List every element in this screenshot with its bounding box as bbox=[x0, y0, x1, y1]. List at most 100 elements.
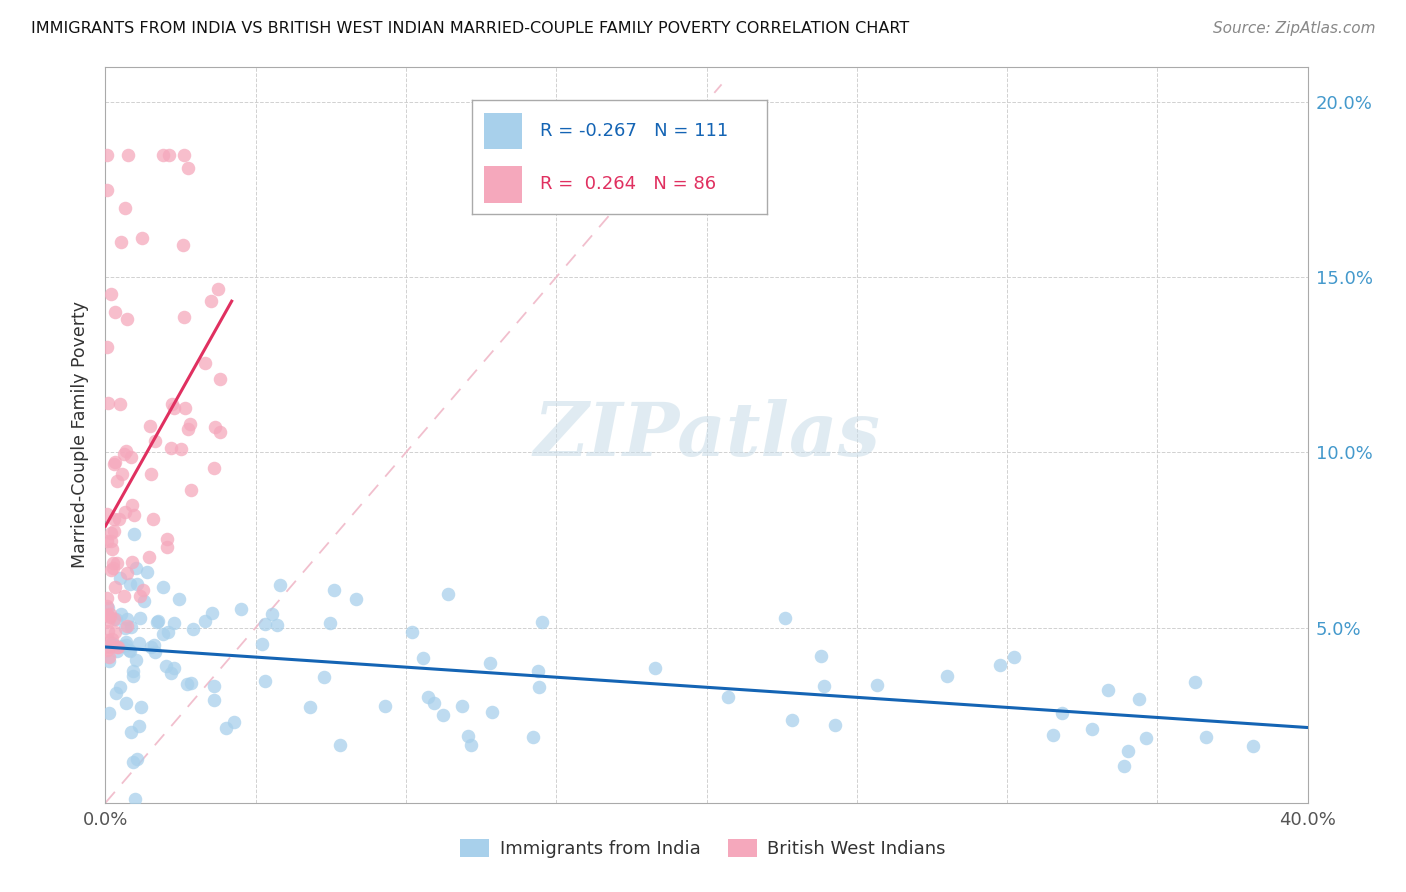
Point bbox=[97, 639, 120, 653]
Point bbox=[128, 719, 150, 733]
Point bbox=[104, 455, 127, 469]
Point bbox=[96, 608, 118, 623]
Point bbox=[115, 619, 138, 633]
Point bbox=[194, 615, 217, 629]
Point bbox=[180, 483, 202, 498]
Point bbox=[717, 690, 740, 705]
Point bbox=[181, 622, 204, 636]
Point bbox=[100, 287, 122, 301]
Point bbox=[117, 311, 139, 326]
Point bbox=[323, 583, 346, 598]
Point bbox=[157, 147, 180, 161]
Point bbox=[1042, 728, 1064, 742]
Point bbox=[138, 419, 160, 434]
Point bbox=[215, 721, 238, 735]
Point bbox=[131, 231, 153, 245]
Legend: Immigrants from India, British West Indians: Immigrants from India, British West Indi… bbox=[453, 831, 953, 865]
Point bbox=[125, 561, 148, 575]
Point bbox=[96, 508, 118, 522]
Point bbox=[145, 615, 167, 629]
Point bbox=[1114, 759, 1136, 773]
Point bbox=[103, 457, 125, 471]
Point bbox=[96, 608, 118, 623]
Point bbox=[100, 610, 122, 624]
Point bbox=[115, 696, 138, 710]
Point bbox=[156, 540, 179, 554]
Point bbox=[105, 640, 128, 654]
Point bbox=[250, 637, 273, 651]
Point bbox=[104, 305, 127, 319]
Point bbox=[96, 643, 118, 657]
Point bbox=[96, 147, 118, 161]
Point bbox=[108, 511, 131, 525]
Point bbox=[103, 560, 125, 574]
Point bbox=[97, 601, 120, 615]
Point bbox=[866, 678, 889, 692]
Point bbox=[152, 627, 174, 641]
Point bbox=[124, 792, 146, 806]
Point bbox=[129, 700, 152, 714]
Point bbox=[160, 666, 183, 681]
Point bbox=[266, 618, 288, 632]
Point bbox=[988, 657, 1011, 672]
Point bbox=[260, 607, 283, 622]
Point bbox=[173, 310, 195, 324]
Point bbox=[105, 643, 128, 657]
Point bbox=[522, 730, 544, 744]
Point bbox=[121, 669, 143, 683]
Point bbox=[98, 654, 121, 668]
Point bbox=[110, 607, 132, 621]
Point bbox=[201, 606, 224, 620]
Point bbox=[773, 611, 796, 625]
Point bbox=[176, 161, 198, 176]
Point bbox=[98, 607, 121, 621]
Point bbox=[132, 594, 155, 608]
Point bbox=[644, 661, 666, 675]
Point bbox=[105, 557, 128, 571]
Point bbox=[108, 397, 131, 411]
Point bbox=[125, 752, 148, 766]
Point bbox=[118, 644, 141, 658]
Point bbox=[156, 533, 179, 547]
Point bbox=[160, 441, 183, 455]
Point bbox=[96, 591, 118, 606]
Point bbox=[120, 619, 142, 633]
Point bbox=[423, 696, 446, 710]
Point bbox=[432, 707, 454, 722]
Point bbox=[457, 729, 479, 743]
Point bbox=[122, 526, 145, 541]
Point bbox=[254, 616, 277, 631]
Point bbox=[100, 632, 122, 646]
Point bbox=[142, 638, 165, 652]
Point bbox=[155, 658, 177, 673]
Point bbox=[111, 639, 134, 653]
Point bbox=[163, 616, 186, 631]
Point bbox=[163, 401, 186, 415]
Point bbox=[122, 665, 145, 679]
Point bbox=[117, 147, 139, 161]
Point bbox=[121, 555, 143, 569]
Point bbox=[112, 590, 135, 604]
Point bbox=[450, 698, 472, 713]
Point bbox=[101, 636, 124, 650]
Point bbox=[401, 625, 423, 640]
Point bbox=[167, 592, 190, 607]
Point bbox=[436, 587, 458, 601]
Point bbox=[120, 724, 142, 739]
Point bbox=[146, 614, 169, 628]
Point bbox=[208, 425, 231, 440]
Point bbox=[125, 577, 148, 591]
Point bbox=[129, 611, 152, 625]
Point bbox=[138, 549, 160, 564]
Point bbox=[202, 460, 225, 475]
Point bbox=[112, 447, 135, 461]
Point bbox=[120, 450, 142, 464]
Point bbox=[143, 434, 166, 449]
Point bbox=[299, 700, 322, 714]
Y-axis label: Married-Couple Family Poverty: Married-Couple Family Poverty bbox=[72, 301, 90, 568]
Point bbox=[103, 512, 125, 526]
Point bbox=[121, 755, 143, 769]
Point bbox=[115, 612, 138, 626]
Point bbox=[97, 706, 120, 720]
Point bbox=[114, 620, 136, 634]
